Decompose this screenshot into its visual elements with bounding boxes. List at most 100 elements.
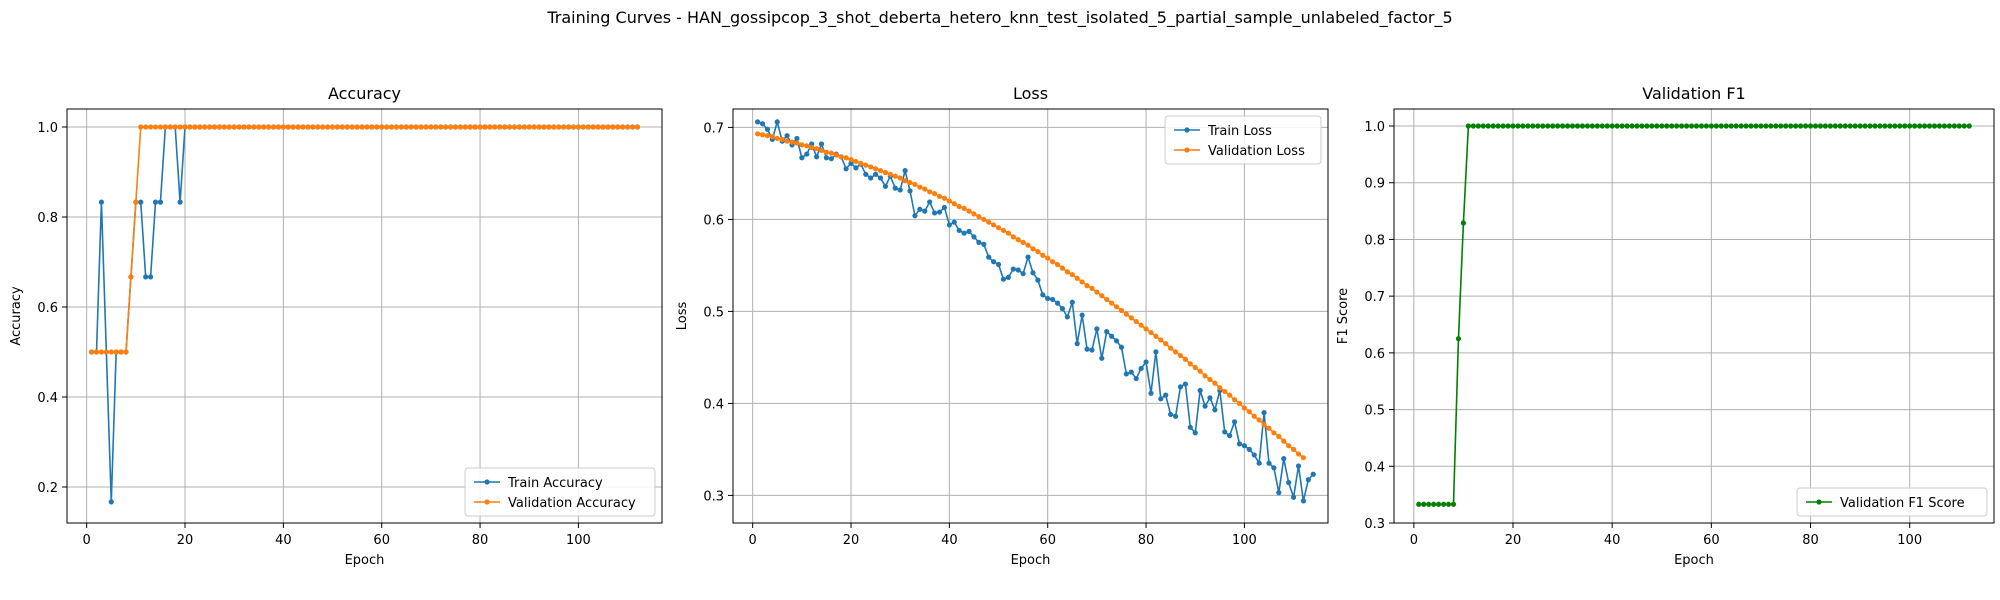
data-point [799, 142, 805, 148]
legend-frame [1164, 115, 1322, 165]
data-point [1629, 123, 1635, 129]
data-point [207, 124, 213, 130]
data-point [197, 124, 203, 130]
legend: Train Accuracy Validation Accuracy [464, 467, 656, 517]
data-point [887, 171, 893, 177]
data-point [1005, 274, 1011, 280]
data-point [1010, 266, 1016, 272]
data-point [956, 227, 962, 234]
data-point [1917, 123, 1923, 129]
y-tick-label: 0.3 [1364, 517, 1385, 532]
data-point [1956, 123, 1962, 129]
data-point [398, 124, 404, 130]
data-point [1241, 443, 1247, 449]
data-point [580, 124, 586, 130]
y-tick-label: 1.0 [37, 121, 58, 136]
y-axis-label: Loss [675, 302, 690, 331]
data-point [897, 175, 903, 181]
data-point [1912, 123, 1918, 129]
data-point [961, 205, 967, 211]
data-point [1050, 259, 1056, 265]
data-point [211, 124, 218, 130]
data-point [1168, 345, 1174, 351]
data-point [585, 124, 591, 130]
data-point [1094, 326, 1100, 332]
data-point [1158, 337, 1164, 343]
data-point [1084, 283, 1090, 289]
data-point [1231, 419, 1238, 425]
x-tick-label: 0 [749, 533, 757, 548]
data-point [1837, 123, 1843, 129]
data-point [1480, 123, 1486, 129]
data-point [270, 124, 277, 130]
data-point [1064, 314, 1070, 320]
data-point [152, 124, 159, 130]
data-point [1679, 123, 1685, 129]
data-point [1128, 315, 1134, 321]
data-point [1520, 123, 1526, 129]
data-point [354, 124, 360, 130]
y-tick-label: 0.3 [703, 489, 724, 504]
data-point [971, 211, 977, 217]
data-point [892, 173, 898, 179]
data-point [192, 124, 198, 130]
data-point [823, 149, 830, 155]
data-point [966, 228, 972, 234]
data-point [1599, 123, 1605, 129]
data-point [1168, 411, 1174, 418]
data-point [167, 124, 173, 130]
data-point [1738, 123, 1744, 129]
subplot-3: Validation F1 0 20 40 60 80 100 0.3 0.4 0.5 0.6 0.7… [1336, 84, 1995, 568]
y-tick-label: 0.5 [1364, 404, 1385, 419]
data-point [1847, 123, 1853, 129]
data-point [438, 124, 444, 130]
x-tick-label: 80 [1802, 533, 1819, 548]
data-point [1143, 359, 1149, 365]
data-point [1465, 123, 1471, 129]
data-point [1045, 295, 1051, 302]
data-point [187, 124, 193, 130]
data-point [1872, 123, 1878, 129]
data-point [1290, 446, 1297, 452]
data-point [492, 124, 498, 130]
data-point [1907, 123, 1913, 129]
data-point [754, 119, 761, 125]
data-point [148, 274, 154, 280]
data-point [561, 124, 567, 130]
data-point [624, 124, 631, 130]
data-point [1276, 490, 1282, 496]
data-point [995, 261, 1002, 268]
data-point [1515, 123, 1521, 129]
data-point [605, 124, 611, 130]
series-line [91, 126, 638, 353]
x-tick-label: 20 [177, 533, 194, 548]
data-point [1807, 123, 1814, 129]
data-point [521, 124, 527, 130]
data-point [177, 124, 183, 130]
data-point [339, 124, 345, 130]
data-point [976, 239, 982, 245]
x-axis-label: Epoch [1011, 553, 1051, 568]
data-point [1010, 234, 1016, 240]
data-point [172, 124, 178, 130]
data-point [976, 214, 982, 220]
data-point [936, 193, 943, 199]
data-point [1802, 123, 1809, 129]
data-point [941, 204, 948, 211]
data-point [1941, 123, 1948, 129]
data-point [344, 124, 350, 130]
data-point [1798, 123, 1804, 129]
data-point [285, 124, 291, 130]
data-point [403, 124, 409, 130]
data-point [927, 199, 933, 205]
data-point [615, 124, 621, 130]
data-point [1133, 318, 1139, 325]
data-point [1118, 307, 1125, 314]
data-point [927, 189, 933, 195]
data-point [1143, 326, 1149, 332]
data-point [1290, 494, 1297, 500]
data-point [541, 124, 547, 130]
data-point [1281, 456, 1287, 462]
data-point [1246, 446, 1252, 452]
data-point [863, 171, 869, 177]
